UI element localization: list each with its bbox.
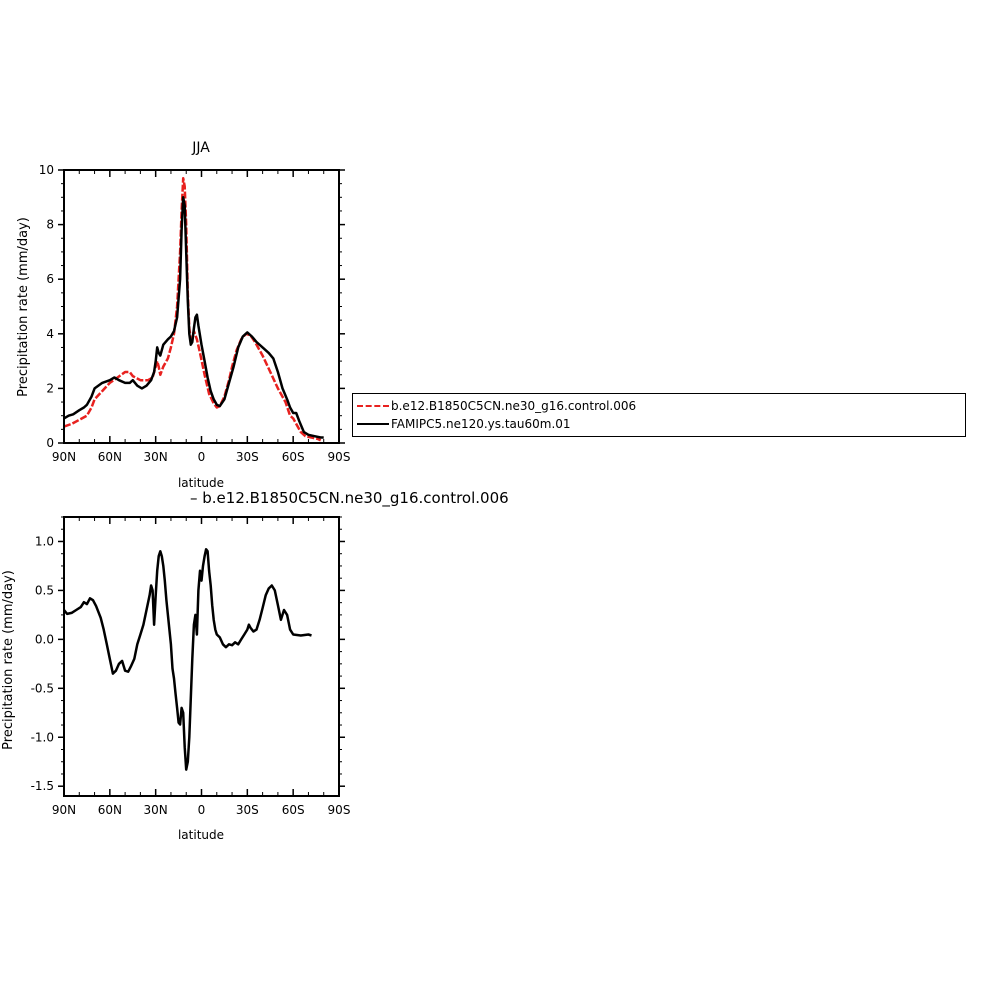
legend-swatch-dashed-red bbox=[357, 405, 389, 407]
series-line-0-0 bbox=[63, 176, 322, 442]
legend: b.e12.B1850C5CN.ne30_g16.control.006 FAM… bbox=[352, 393, 966, 437]
legend-entry: b.e12.B1850C5CN.ne30_g16.control.006 bbox=[357, 397, 957, 415]
top-y-axis-label: Precipitation rate (mm/day) bbox=[16, 217, 31, 397]
bottom-panel: – b.e12.B1850C5CN.ne30_g16.control.006 9… bbox=[1, 489, 509, 842]
x-tick-label: 60N bbox=[98, 803, 122, 817]
y-tick-label: 4 bbox=[46, 327, 54, 341]
series-line-1-0 bbox=[63, 548, 312, 771]
x-tick-label: 30S bbox=[236, 450, 259, 464]
x-tick-label: 90S bbox=[328, 450, 351, 464]
x-tick-label: 90S bbox=[328, 803, 351, 817]
y-tick-label: 2 bbox=[46, 381, 54, 395]
bottom-series-group bbox=[63, 548, 312, 771]
x-tick-label: 60N bbox=[98, 450, 122, 464]
legend-entry: FAMIPC5.ne120.ys.tau60m.01 bbox=[357, 415, 957, 433]
y-tick-label: -1.0 bbox=[31, 730, 54, 744]
x-tick-label: 60S bbox=[282, 450, 305, 464]
top-axes-group: 90N 60N 30N 0 30S 60S 90S 0 2 4 6 8 10 bbox=[39, 163, 351, 464]
x-tick-label: 90N bbox=[52, 450, 76, 464]
y-tick-label: 0 bbox=[46, 436, 54, 450]
x-tick-label: 60S bbox=[282, 803, 305, 817]
x-tick-label: 30S bbox=[236, 803, 259, 817]
x-tick-label: 0 bbox=[198, 450, 206, 464]
legend-swatch-solid-black bbox=[357, 423, 389, 425]
y-tick-label: -1.5 bbox=[31, 779, 54, 793]
bottom-axes-group: 90N 60N 30N 0 30S 60S 90S 1.0 0.5 0.0 -0.5 -1.0 -1.5 bbox=[31, 516, 351, 817]
y-tick-label: 0.5 bbox=[35, 583, 54, 597]
bottom-chart-title: – b.e12.B1850C5CN.ne30_g16.control.006 bbox=[190, 489, 509, 508]
x-tick-label: 30N bbox=[144, 803, 168, 817]
x-tick-label: 90N bbox=[52, 803, 76, 817]
y-tick-label: 10 bbox=[39, 163, 54, 177]
bottom-x-axis-label: latitude bbox=[178, 828, 224, 842]
top-x-axis-label: latitude bbox=[178, 476, 224, 490]
legend-label: FAMIPC5.ne120.ys.tau60m.01 bbox=[391, 417, 571, 431]
bottom-y-axis-label: Precipitation rate (mm/day) bbox=[1, 570, 16, 750]
series-line-0-1 bbox=[63, 196, 324, 439]
bottom-plot-frame bbox=[63, 516, 340, 797]
y-tick-label: 0.0 bbox=[35, 632, 54, 646]
y-tick-label: 1.0 bbox=[35, 534, 54, 548]
top-series-group bbox=[63, 176, 324, 442]
top-chart-title: JJA bbox=[191, 140, 210, 156]
x-tick-label: 30N bbox=[144, 450, 168, 464]
y-tick-label: -0.5 bbox=[31, 681, 54, 695]
top-plot-frame bbox=[63, 169, 340, 444]
legend-label: b.e12.B1850C5CN.ne30_g16.control.006 bbox=[391, 399, 637, 413]
y-tick-label: 6 bbox=[46, 272, 54, 286]
x-tick-label: 0 bbox=[198, 803, 206, 817]
y-tick-label: 8 bbox=[46, 218, 54, 232]
